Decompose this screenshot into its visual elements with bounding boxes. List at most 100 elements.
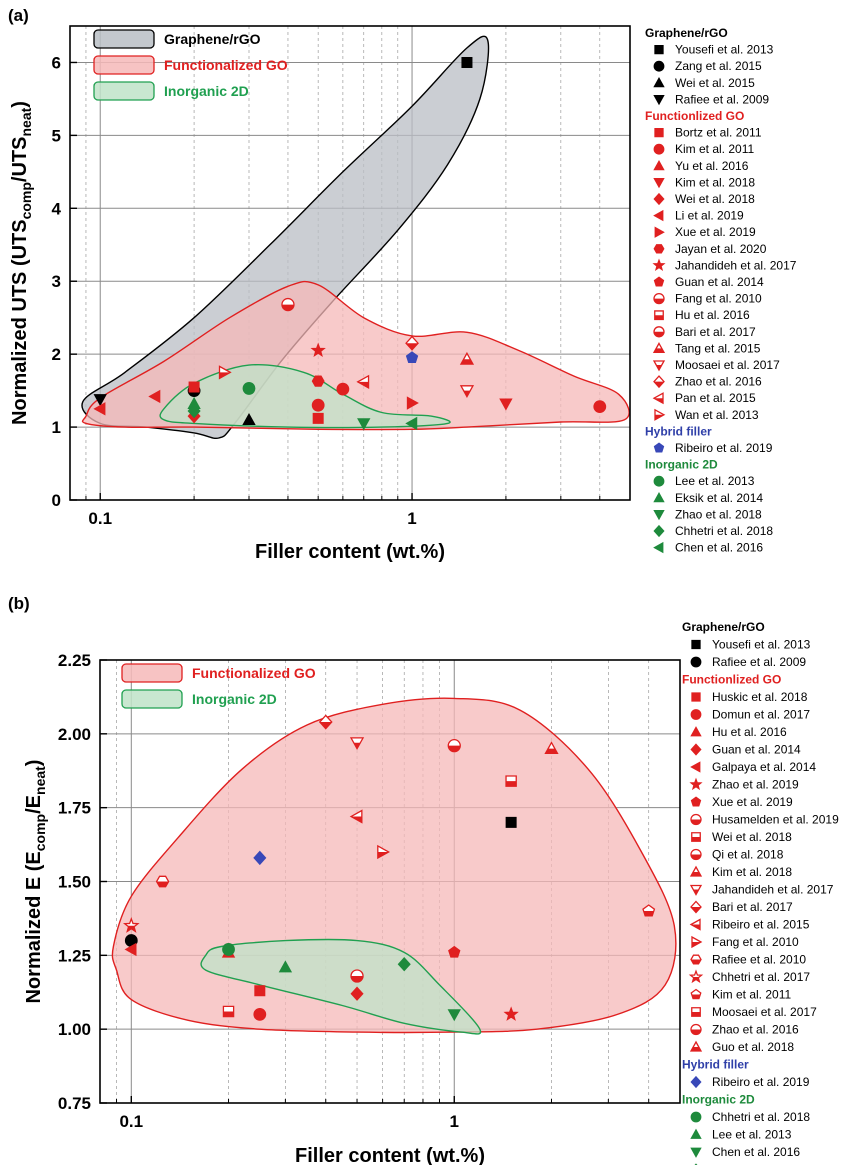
chart-b-legend-item: Huskic et al. 2018 <box>712 690 808 704</box>
chart-a-legend-marker <box>653 192 665 206</box>
chart-a-y-tick-label: 0 <box>52 491 61 510</box>
chart-panel-b: (b) 0.1 1 0.75 1.00 1.25 1.50 1.75 2.00 2.25 Fill… <box>0 580 850 1165</box>
chart-b-y-tick-label: 1.75 <box>58 799 91 818</box>
chart-a-legend-marker <box>653 95 665 106</box>
chart-a-legend-marker <box>652 342 666 354</box>
chart-b-y-tick-label: 2.00 <box>58 725 91 744</box>
chart-b-legend-item: Chhetri et al. 2017 <box>712 970 810 984</box>
panel-label-b: (b) <box>8 594 30 613</box>
chart-b-legend-item: Husamelden et al. 2019 <box>712 813 839 827</box>
chart-a-point <box>93 402 106 416</box>
chart-a-point <box>406 396 419 410</box>
chart-a-legend-marker <box>653 76 665 88</box>
chart-b-legend-marker <box>691 832 701 842</box>
chart-b-legend-item: Yousefi et al. 2013 <box>712 638 811 652</box>
chart-a-legend-marker <box>652 392 664 405</box>
chart-a-y-tick-label: 2 <box>52 345 61 364</box>
chart-b-point <box>377 844 390 860</box>
chart-b-legend-item: Zhao et al. 2019 <box>712 778 799 792</box>
chart-b-legend-item: Galpaya et al. 2014 <box>712 760 816 774</box>
chart-a-point <box>461 56 473 68</box>
chart-a-y-tick-label: 6 <box>52 53 61 72</box>
chart-a-legend-item: Wei et al. 2015 <box>675 76 755 90</box>
chart-a-plot-frame <box>69 25 631 501</box>
chart-b-legend-item: Wei et al. 2018 <box>712 830 792 844</box>
chart-a-legend-item: Jahandideh et al. 2017 <box>675 258 797 272</box>
chart-b-legend-marker <box>689 884 703 896</box>
chart-b-region-legend: Functionalized GO Inorganic 2D <box>121 663 316 709</box>
chart-b-region-legend-label: Functionalized GO <box>192 665 316 681</box>
chart-a-svg: 0.1 1 0 1 2 3 4 5 6 Filler content (wt.%) Normaliz… <box>9 25 797 563</box>
chart-b-legend-item: Rafiee et al. 2010 <box>712 953 806 967</box>
chart-b-legend-marker <box>689 865 703 877</box>
chart-a-point <box>405 416 418 431</box>
chart-a-legend-item: Bari et al. 2017 <box>675 325 756 339</box>
panel-label-a: (a) <box>8 6 29 25</box>
chart-a-legend-item: Hu et al. 2016 <box>675 308 750 322</box>
chart-b-legend-marker <box>690 1128 702 1139</box>
chart-a-legend-item: Tang et al. 2015 <box>675 341 761 355</box>
chart-b-legend-item: Guo et al. 2018 <box>712 1040 794 1054</box>
chart-a-point <box>499 398 513 411</box>
chart-b-legend-marker <box>690 743 702 756</box>
chart-b-legend-marker <box>690 848 702 861</box>
chart-a-legend-item: Yousefi et al. 2013 <box>675 43 774 57</box>
chart-b-point <box>505 775 517 787</box>
chart-b-legend-marker <box>690 1023 702 1036</box>
chart-a-point <box>242 382 256 395</box>
chart-b-region-legend-label: Inorganic 2D <box>192 691 277 707</box>
chart-b-point <box>349 809 363 824</box>
chart-b-legend-item: Bari et al. 2017 <box>712 900 793 914</box>
chart-b-legend-group-title: Functionlized GO <box>682 673 781 687</box>
chart-b-legend-item: Ribeiro et al. 2015 <box>712 918 810 932</box>
chart-b-legend-item: Moosaei et al. 2017 <box>712 1005 817 1019</box>
chart-b-y-axis-title: Normalized E (Ecomp/Eneat) <box>23 760 48 1004</box>
chart-b-point <box>447 738 461 753</box>
chart-a-ticks: 0.1 1 0 1 2 3 4 5 6 <box>52 53 601 528</box>
chart-a-legend-marker <box>654 127 664 138</box>
chart-b-point <box>349 737 365 751</box>
chart-a-legend-item: Chhetri et al. 2018 <box>675 524 773 538</box>
chart-b-legend-marker <box>690 1147 702 1158</box>
chart-a-legend-group-title: Inorganic 2D <box>645 458 718 472</box>
chart-a-legend-marker <box>654 44 664 55</box>
chart-a-legend-item: Moosaei et al. 2017 <box>675 358 780 372</box>
chart-b-legend-marker <box>690 656 702 668</box>
chart-a-legend-item: Wan et al. 2013 <box>675 408 759 422</box>
chart-a-x-axis-title: Filler content (wt.%) <box>255 541 445 563</box>
chart-a-point <box>311 375 325 387</box>
chart-a-point <box>459 385 475 398</box>
chart-a-region-legend-label: Inorganic 2D <box>164 83 249 99</box>
chart-b-point <box>350 969 364 983</box>
chart-a-y-axis-title: Normalized UTS (UTScomp/UTSneat) <box>9 101 34 425</box>
chart-b-legend-item: Hu et al. 2016 <box>712 725 787 739</box>
chart-b-point <box>124 942 137 957</box>
chart-b-point <box>122 917 140 933</box>
chart-a-region-2 <box>159 363 451 429</box>
chart-b-legend-group-title: Graphene/rGO <box>682 620 765 634</box>
chart-b-legend-item: Qi et al. 2018 <box>712 848 784 862</box>
chart-b-legend-item: Rafiee et al. 2009 <box>712 655 806 669</box>
chart-b-legend-marker <box>689 918 701 931</box>
chart-a-legend-item: Wei et al. 2018 <box>675 192 755 206</box>
chart-a-legend-item: Jayan et al. 2020 <box>675 242 767 256</box>
chart-b-point <box>253 850 267 866</box>
chart-a-legend-item: Xue et al. 2019 <box>675 225 756 239</box>
chart-b-legend-item: Lee et al. 2013 <box>712 1128 792 1142</box>
chart-b-point <box>448 945 461 958</box>
chart-b-legend-marker <box>690 813 702 826</box>
chart-a-y-tick-label: 5 <box>52 126 61 145</box>
chart-b-legend-item: Fang et al. 2010 <box>712 935 799 949</box>
chart-a-region-legend-label: Graphene/rGO <box>164 31 261 47</box>
chart-b-legend-marker <box>690 1075 702 1089</box>
chart-a-point <box>405 335 419 351</box>
chart-a-legend-marker <box>653 159 665 171</box>
chart-b-legend-marker <box>691 1007 701 1017</box>
chart-a-point <box>356 374 370 389</box>
chart-a-legend-item: Zhao et al. 2016 <box>675 375 762 389</box>
chart-b-legend-item: Jahandideh et al. 2017 <box>712 883 834 897</box>
chart-b-svg: 0.1 1 0.75 1.00 1.25 1.50 1.75 2.00 2.25 Filler c… <box>23 620 839 1165</box>
chart-b-point <box>350 986 364 1001</box>
chart-b-y-tick-label: 1.25 <box>58 946 91 965</box>
chart-a-legend-item: Guan et al. 2014 <box>675 275 764 289</box>
